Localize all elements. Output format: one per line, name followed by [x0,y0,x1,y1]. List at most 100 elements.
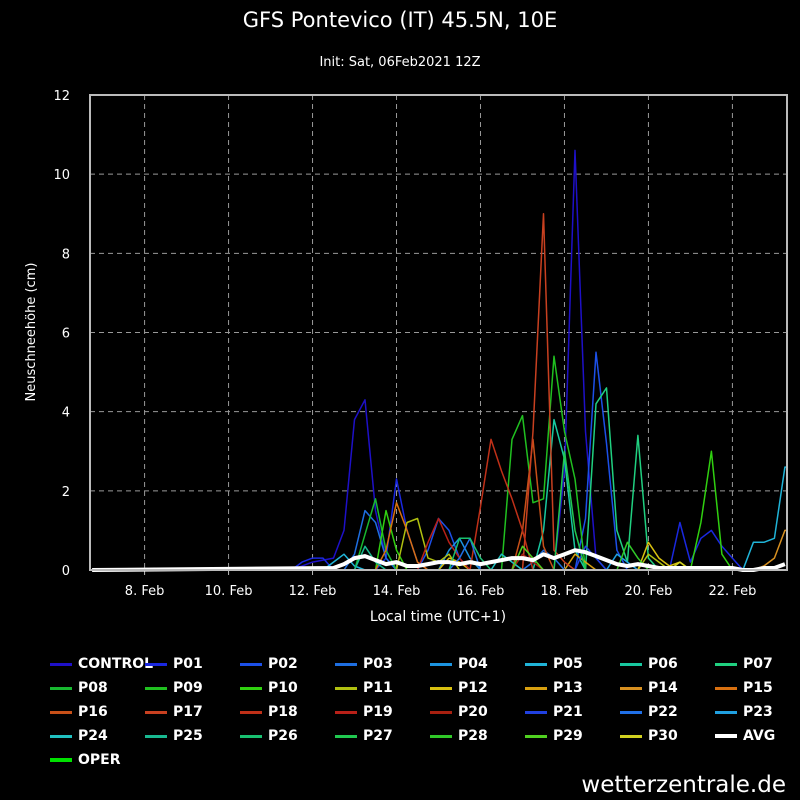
legend-label: CONTROL [78,656,154,672]
legend-item-p03: P03 [335,652,393,676]
legend-swatch [525,734,547,738]
legend-swatch [335,734,357,738]
legend-item-p16: P16 [50,700,108,724]
y-tick-label: 12 [53,89,70,104]
series-line-p10 [92,450,787,571]
legend-item-p10: P10 [240,676,298,700]
legend-swatch [50,662,72,666]
y-tick-label: 6 [62,327,70,342]
x-tick-label: 18. Feb [541,584,589,599]
legend-swatch [715,734,737,738]
legend-swatch [620,662,642,666]
legend-item-p02: P02 [240,652,298,676]
legend-item-avg: AVG [715,724,775,748]
legend-swatch [715,686,737,690]
legend-item-p18: P18 [240,700,298,724]
legend-label: P07 [743,656,773,672]
legend-swatch [430,686,452,690]
x-tick-label: 12. Feb [289,584,337,599]
legend-swatch [50,686,72,690]
legend-swatch [240,710,262,714]
legend-item-p05: P05 [525,652,583,676]
legend-swatch [620,734,642,738]
legend-item-p13: P13 [525,676,583,700]
x-tick-label: 10. Feb [205,584,253,599]
legend-label: P05 [553,656,583,672]
legend-swatch [715,662,737,666]
legend-swatch [430,710,452,714]
legend-item-p12: P12 [430,676,488,700]
legend-item-p30: P30 [620,724,678,748]
x-axis-label: Local time (UTC+1) [370,609,506,625]
legend-label: P26 [268,728,298,744]
legend-item-p23: P23 [715,700,773,724]
chart-title: GFS Pontevico (IT) 45.5N, 10E [243,8,557,32]
legend-swatch [620,686,642,690]
legend-swatch [525,710,547,714]
legend-label: P17 [173,704,203,720]
legend-label: P06 [648,656,678,672]
y-axis-label: Neuschneehöhe (cm) [24,263,39,402]
legend-label: P09 [173,680,203,696]
x-tick-label: 16. Feb [457,584,505,599]
series-line-p16 [92,438,787,571]
legend-item-p11: P11 [335,676,393,700]
series-line-p17 [92,213,787,571]
legend-item-p24: P24 [50,724,108,748]
legend-label: P12 [458,680,488,696]
legend-label: P24 [78,728,108,744]
legend-label: P23 [743,704,773,720]
legend-label: P02 [268,656,298,672]
y-tick-label: 2 [62,485,70,500]
legend-label: P15 [743,680,773,696]
legend-label: P21 [553,704,583,720]
legend-swatch [525,686,547,690]
legend-swatch [525,662,547,666]
y-tick-label: 8 [62,247,70,262]
legend-item-p17: P17 [145,700,203,724]
x-tick-label: 22. Feb [709,584,757,599]
series-line-p18 [92,438,787,571]
y-tick-label: 4 [62,406,70,421]
legend-label: P11 [363,680,393,696]
legend-label: P04 [458,656,488,672]
series-line-p15 [92,501,787,571]
legend-item-p19: P19 [335,700,393,724]
series-line-p02 [92,351,787,571]
series-line-p11 [92,517,787,571]
legend-swatch [240,662,262,666]
legend-item-p20: P20 [430,700,488,724]
x-tick-label: 8. Feb [125,584,165,599]
legend-item-p29: P29 [525,724,583,748]
legend-label: P22 [648,704,678,720]
legend-label: P28 [458,728,488,744]
x-tick-label: 20. Feb [625,584,673,599]
legend-item-oper: OPER [50,748,121,772]
series-line-p22 [92,537,787,571]
legend-swatch [50,710,72,714]
tick-labels: 0 2 4 6 8 10 12 8. Feb 10. Feb 12. Feb 14. Feb 16. … [53,89,756,599]
series-line-p05 [92,466,787,571]
legend-label: OPER [78,752,121,768]
legend-swatch [335,662,357,666]
legend-swatch [145,686,167,690]
legend-item-p25: P25 [145,724,203,748]
legend-label: P19 [363,704,393,720]
legend-swatch [145,734,167,738]
series-line-p28 [92,541,787,571]
series-line-p06 [92,418,787,571]
legend-label: P20 [458,704,488,720]
grid-lines [90,95,787,575]
legend-swatch [620,710,642,714]
legend-label: P30 [648,728,678,744]
legend-item-control: CONTROL [50,652,153,676]
watermark: wetterzentrale.de [581,772,786,798]
legend-item-p04: P04 [430,652,488,676]
legend-item-p22: P22 [620,700,678,724]
legend-item-p28: P28 [430,724,488,748]
legend-swatch [335,710,357,714]
legend-item-p09: P09 [145,676,203,700]
legend-item-p08: P08 [50,676,108,700]
legend-item-p21: P21 [525,700,583,724]
